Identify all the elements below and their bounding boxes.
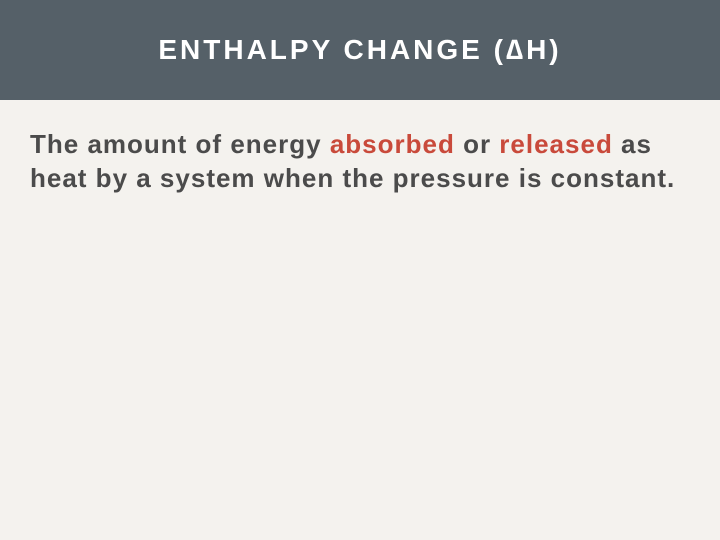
- body-area: The amount of energy absorbed or release…: [0, 100, 720, 196]
- title-band: ENTHALPY CHANGE (∆H): [0, 0, 720, 100]
- body-pre1: The amount of energy: [30, 129, 330, 159]
- body-mid1: or: [455, 129, 499, 159]
- highlight-absorbed: absorbed: [330, 129, 455, 159]
- highlight-released: released: [499, 129, 613, 159]
- slide: ENTHALPY CHANGE (∆H) The amount of energ…: [0, 0, 720, 540]
- definition-text: The amount of energy absorbed or release…: [30, 128, 684, 196]
- slide-title: ENTHALPY CHANGE (∆H): [20, 34, 700, 66]
